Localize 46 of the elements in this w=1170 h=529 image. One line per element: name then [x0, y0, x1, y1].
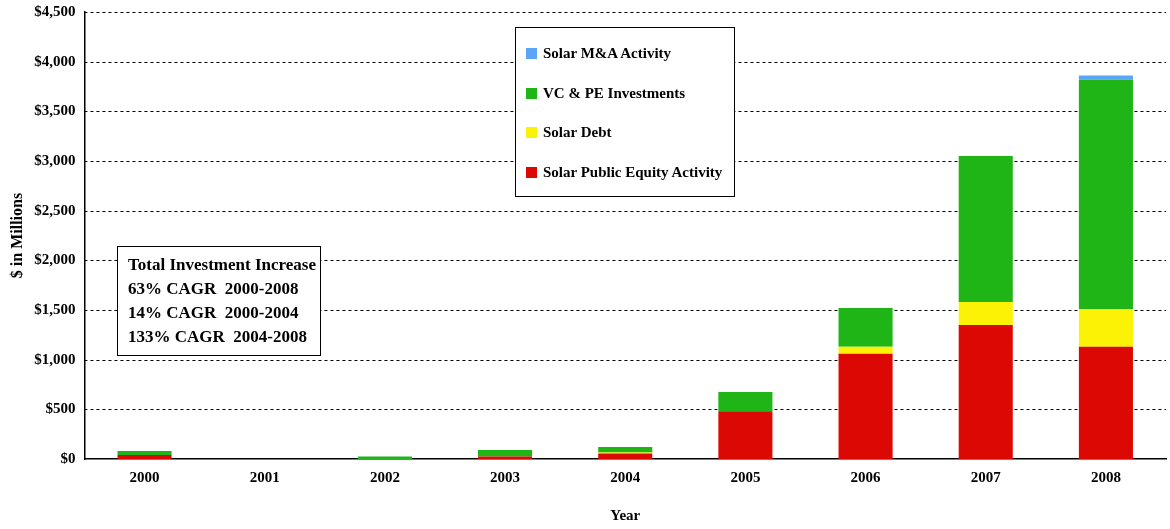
x-tick-label: 2006	[850, 468, 882, 485]
legend-label: Solar Debt	[542, 123, 613, 143]
y-tick-label: $0	[60, 449, 76, 466]
bar	[117, 451, 172, 456]
y-tick-label: $2,500	[34, 201, 76, 218]
y-axis-title: $ in Millions	[7, 192, 25, 279]
bar	[117, 455, 172, 459]
annotation: 14% CAGR 2000-2004	[128, 303, 299, 322]
x-tick-label: 2004	[610, 468, 641, 485]
legend-label: VC & PE Investments	[542, 83, 687, 103]
bar	[478, 450, 533, 457]
bar	[1078, 346, 1133, 459]
x-tick-label: 2008	[1090, 468, 1121, 485]
x-tick-label: 2001	[249, 468, 280, 485]
y-tick-label: $2,000	[34, 251, 76, 268]
x-tick-label: 2005	[730, 468, 761, 485]
x-axis-title: Year	[610, 506, 641, 523]
annotation: Total Investment Increase	[128, 255, 316, 274]
bar	[1078, 309, 1133, 347]
y-tick-label: $1,500	[34, 300, 76, 317]
bar	[838, 353, 893, 459]
annotation: 133% CAGR 2004-2008	[128, 327, 307, 346]
bar	[838, 308, 893, 347]
x-tick-label: 2002	[369, 468, 400, 485]
bar	[958, 302, 1013, 325]
bar	[598, 447, 653, 453]
y-tick-label: $3,000	[34, 151, 76, 168]
bar	[958, 324, 1013, 459]
bar	[838, 346, 893, 354]
y-tick-label: $4,000	[34, 52, 76, 69]
y-tick-label: $500	[45, 400, 76, 417]
annotation: 63% CAGR 2000-2008	[128, 279, 299, 298]
bar	[1078, 79, 1133, 310]
y-tick-label: $1,000	[34, 350, 76, 367]
x-tick-label: 2007	[970, 468, 1002, 485]
bar	[598, 453, 653, 459]
y-tick-label: $3,500	[34, 102, 76, 119]
bar	[1078, 75, 1133, 80]
bar	[718, 391, 773, 412]
x-tick-label: 2003	[490, 468, 521, 485]
y-tick-label: $4,500	[34, 2, 76, 19]
x-tick-label: 2000	[129, 468, 160, 485]
legend-label: Solar Public Equity Activity	[542, 162, 723, 182]
bar	[718, 411, 773, 459]
bar	[958, 156, 1013, 303]
legend-label: Solar M&A Activity	[542, 44, 673, 64]
